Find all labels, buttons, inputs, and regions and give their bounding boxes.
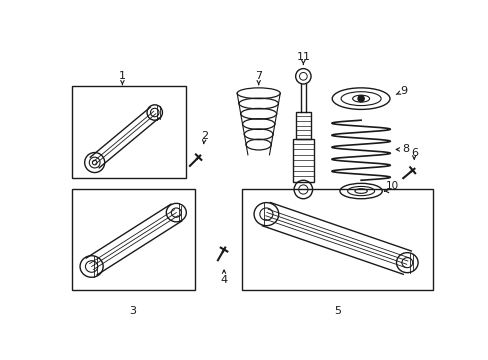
Text: 4: 4	[220, 275, 227, 285]
Text: 11: 11	[296, 52, 310, 62]
Circle shape	[357, 95, 364, 102]
Bar	[241, 189, 432, 289]
Bar	[295, 112, 310, 139]
Bar	[71, 86, 185, 178]
Text: 10: 10	[385, 181, 398, 192]
Text: 9: 9	[400, 86, 407, 96]
Text: 8: 8	[402, 144, 408, 154]
Bar	[71, 189, 194, 289]
Text: 6: 6	[411, 148, 418, 158]
Text: 1: 1	[119, 71, 125, 81]
Text: 3: 3	[129, 306, 137, 316]
Text: 7: 7	[255, 71, 262, 81]
Bar	[292, 139, 313, 182]
Text: 5: 5	[333, 306, 340, 316]
Text: 2: 2	[201, 131, 208, 141]
